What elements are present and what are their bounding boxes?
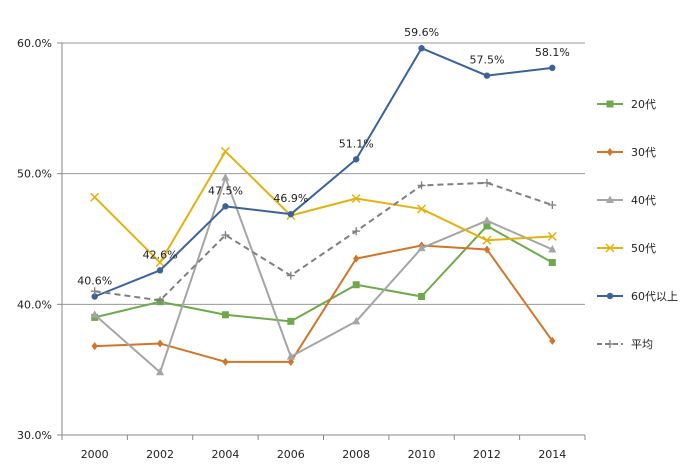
data-point [220,146,230,156]
x-tick-label: 2002 [146,448,174,461]
data-point [482,216,491,224]
series-line [94,176,553,374]
data-point [417,181,426,190]
y-tick-label: 50.0% [17,168,52,181]
legend-label: 30代 [631,146,656,159]
data-point [352,254,360,263]
data-point [417,204,427,214]
series-5 [90,178,557,305]
data-point [482,178,491,187]
data-point [155,257,165,268]
x-tick-label: 2012 [473,448,501,461]
x-tick-label: 2004 [211,448,239,461]
data-point [547,231,557,241]
series-line [94,181,553,302]
data-point [482,235,492,245]
series-line [94,224,553,323]
series-line [94,244,554,363]
data-point [352,227,361,236]
data-point [549,64,556,72]
data-label: 47.5% [208,184,243,197]
x-tick-label: 2006 [277,448,305,461]
data-point [90,192,100,202]
data-point [286,271,295,280]
data-point [287,357,295,366]
legend-swatch-marker [606,195,614,203]
data-label: 51.1% [339,137,374,150]
y-tick-label: 30.0% [17,429,52,442]
series-line [93,150,553,264]
x-tick-label: 2000 [81,448,109,461]
legend-swatch-marker [606,148,614,156]
data-point [287,210,295,218]
axis-layer: 30.0% 40.0% 50.0% 60.0% 2000 2002 2004 2006 2008… [17,37,586,461]
y-tick-label: 40.0% [17,298,52,311]
legend-item: 平均 [597,338,653,351]
data-point [156,267,164,274]
data-point [221,311,229,319]
data-point [221,173,230,181]
legend-label: 40代 [631,194,656,207]
data-point [287,317,295,325]
data-point [483,222,491,230]
legend-swatch-marker [605,243,615,253]
data-label: 57.5% [469,54,504,67]
data-point [351,193,361,204]
legend-item: 40代 [597,194,656,207]
data-point [90,287,99,296]
data-point [221,231,230,240]
x-tick-label: 2008 [342,448,370,461]
data-label: 40.6% [77,274,112,287]
series-4 [91,45,556,300]
data-point [156,339,164,348]
data-point [352,316,361,325]
data-point [418,45,425,52]
data-point [352,281,360,289]
data-point [548,259,556,267]
data-point [286,352,295,360]
data-point [91,293,98,300]
legend-item: 50代 [597,242,656,255]
legend-swatch-marker [606,100,614,108]
data-label: 42.6% [143,248,178,261]
x-tick-label: 2014 [538,448,566,461]
legend-label: 平均 [631,338,653,351]
data-point [418,292,426,300]
data-point [483,245,491,254]
series-layer [90,45,557,376]
data-point [483,72,491,79]
data-point [549,336,556,345]
legend-label: 50代 [631,242,656,255]
data-label: 58.1% [535,46,570,59]
data-point [548,244,557,253]
data-point [156,296,165,305]
legend-label: 60代以上 [631,290,678,303]
legend-item: 20代 [597,98,656,111]
data-point [156,367,165,376]
data-label: 46.9% [273,192,308,205]
y-tick-label: 60.0% [17,37,52,50]
legend-label: 20代 [631,98,656,111]
series-1 [91,241,556,366]
data-point [548,201,557,210]
legend-item: 30代 [597,146,656,159]
series-2 [90,173,557,376]
data-label: 59.6% [404,26,439,39]
legend-swatch-marker [606,340,614,348]
data-point [90,310,99,318]
data-point [222,203,229,210]
data-point [352,156,360,163]
data-label-layer: 40.6% 42.6% 47.5% 46.9% 51.1% 59.6% 57.5% 58.1% [77,26,570,287]
x-tick-label: 2010 [408,448,436,461]
data-point [91,342,98,351]
legend-item: 60代以上 [597,290,678,303]
data-point [222,357,229,366]
legend-swatch-marker [606,292,614,300]
data-point [417,243,426,252]
series-line [94,47,553,298]
